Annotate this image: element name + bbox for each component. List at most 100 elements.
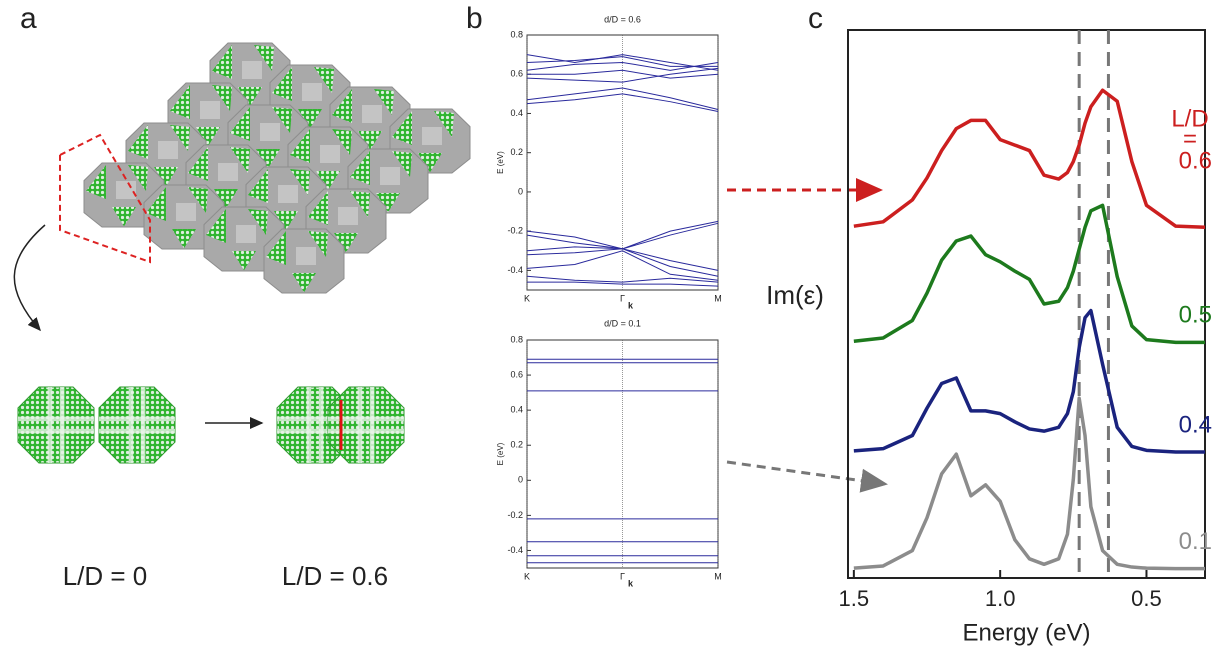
series-label: 0.4 (1179, 411, 1212, 438)
crystal-face (116, 181, 136, 199)
annotation: = (1183, 126, 1197, 153)
crystal-face (422, 127, 442, 145)
crystal-face (128, 165, 148, 191)
particle-stripe (357, 387, 363, 463)
panel-label: c (808, 2, 823, 35)
y-axis-label: Im(ε) (766, 280, 824, 310)
crystal-face (158, 141, 178, 159)
x-tick-label: M (714, 571, 722, 581)
crystal-face (350, 191, 370, 217)
particle (327, 386, 405, 464)
crystal-face (238, 87, 262, 107)
crystal-face (256, 149, 280, 169)
crystal-face (200, 101, 220, 119)
y-tick-label: 0 (518, 186, 523, 196)
crystal-face (248, 209, 268, 235)
band-line (527, 281, 719, 287)
spectrum (853, 308, 1205, 454)
x-tick-label: 1.5 (839, 586, 870, 611)
y-axis-label: E (eV) (496, 442, 505, 465)
y-axis-label: E (eV) (496, 151, 505, 174)
band-line (526, 61, 719, 71)
crystal-face (232, 251, 256, 271)
x-tick-label: M (714, 293, 722, 303)
crystal-face (296, 247, 316, 265)
panel-a-label: L/D = 0.6 (282, 561, 388, 591)
band-line (526, 250, 719, 281)
crystal-face (334, 233, 358, 253)
crystal-face (196, 127, 220, 147)
crystal-face (146, 187, 166, 221)
y-tick-label: 0.8 (510, 334, 523, 344)
crystal-face (290, 129, 310, 163)
x-tick-label: K (524, 293, 530, 303)
crystal-face (170, 125, 190, 151)
particle-stripe (328, 416, 404, 422)
series-label: 0.6 (1179, 148, 1212, 175)
crystal-face (278, 185, 298, 203)
spectrum (853, 396, 1205, 571)
crystal-face (392, 151, 412, 177)
band-line (526, 67, 719, 83)
crystal-face (376, 193, 400, 213)
crystal-face (350, 151, 370, 185)
y-tick-label: 0.2 (510, 147, 523, 157)
crystal-face (362, 105, 382, 123)
y-tick-label: -0.2 (507, 510, 523, 520)
particle-stripe (328, 428, 404, 434)
x-axis-label: k (628, 300, 634, 310)
x-axis-label: Energy (eV) (962, 619, 1090, 646)
panel-label: b (466, 2, 483, 35)
x-tick-label: Γ (620, 293, 625, 303)
particle (98, 386, 176, 464)
crystal-face (188, 187, 208, 213)
crystal-face (374, 89, 394, 115)
crystal-face (154, 167, 178, 187)
y-tick-label: 0 (518, 475, 523, 485)
series-label: 0.1 (1179, 528, 1212, 555)
particle-stripe (99, 428, 175, 434)
y-tick-label: 0.6 (510, 369, 523, 379)
band-line (526, 56, 718, 67)
band-line (526, 248, 719, 277)
crystal-face (236, 225, 256, 243)
annotation: L/D (1171, 106, 1208, 133)
panel-label: a (20, 2, 37, 35)
crystal-face (308, 191, 328, 225)
band-line (526, 87, 719, 111)
particle-stripe (277, 416, 353, 422)
crystal-face (214, 189, 238, 209)
y-tick-label: 0.6 (510, 69, 523, 79)
band-line (526, 275, 719, 283)
y-tick-label: -0.4 (507, 545, 523, 555)
crystal-face (418, 153, 442, 173)
crystal-face (434, 111, 454, 137)
arrow (726, 460, 888, 493)
particle-stripe (18, 428, 94, 434)
crystal-face (358, 131, 382, 151)
crystal-face (176, 203, 196, 221)
crystal-face (242, 61, 262, 79)
crystal-face (332, 89, 352, 123)
crystal-face (316, 171, 340, 191)
crystal-face (212, 45, 232, 79)
plot-frame (847, 29, 1206, 579)
particle-stripe (59, 387, 65, 463)
crystal-face (320, 145, 340, 163)
crystal-face (272, 67, 292, 101)
crystal-face (188, 147, 208, 181)
crystal-face (212, 85, 232, 111)
y-tick-label: 0.2 (510, 440, 523, 450)
crystal-face (230, 107, 250, 141)
x-tick-label: Γ (620, 571, 625, 581)
panel-a-label: L/D = 0 (63, 561, 148, 591)
crystal-face (266, 231, 286, 265)
crystal-face (298, 109, 322, 129)
chart-title: d/D = 0.1 (604, 318, 641, 328)
series-label: 0.5 (1179, 302, 1212, 329)
particle-stripe (128, 387, 134, 463)
y-tick-label: -0.2 (507, 226, 523, 236)
crystal-face (248, 169, 268, 203)
crystal-face (218, 163, 238, 181)
y-tick-label: 0.8 (510, 29, 523, 39)
